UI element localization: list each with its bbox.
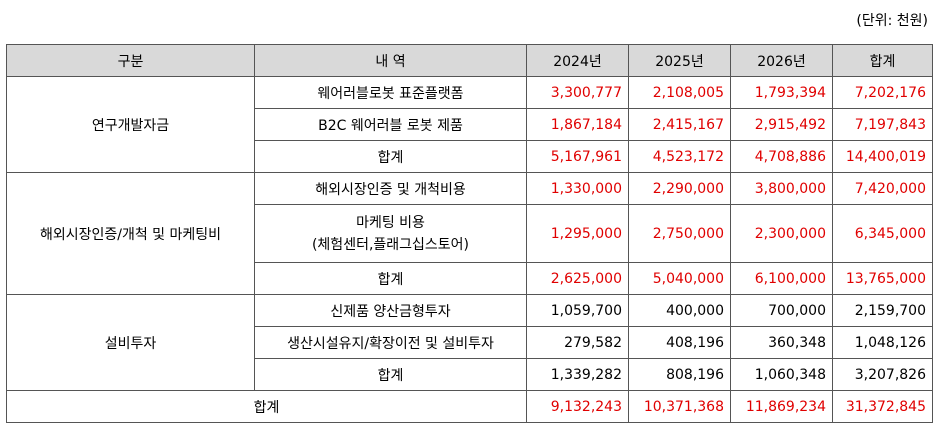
value-2024: 1,867,184 bbox=[526, 108, 629, 141]
value-2024: 1,295,000 bbox=[526, 204, 629, 263]
item-cell: 합계 bbox=[254, 262, 527, 295]
value-total: 1,048,126 bbox=[832, 326, 933, 359]
value-2026: 4,708,886 bbox=[730, 140, 833, 173]
grand-total-2024: 9,132,243 bbox=[526, 390, 629, 423]
header-item: 내 역 bbox=[254, 44, 527, 77]
item-cell: 마케팅 비용 (체험센터,플래그십스토어) bbox=[254, 204, 527, 263]
value-2026: 2,915,492 bbox=[730, 108, 833, 141]
value-2025: 408,196 bbox=[628, 326, 731, 359]
category-cell: 연구개발자금 bbox=[6, 76, 255, 173]
category-cell: 해외시장인증/개척 및 마케팅비 bbox=[6, 172, 255, 295]
value-2025: 2,750,000 bbox=[628, 204, 731, 263]
item-line: (체험센터,플래그십스토어) bbox=[311, 236, 470, 253]
value-2026: 360,348 bbox=[730, 326, 833, 359]
item-line: 마케팅 비용 bbox=[356, 214, 425, 231]
value-2025: 4,523,172 bbox=[628, 140, 731, 173]
category-cell: 설비투자 bbox=[6, 294, 255, 391]
value-2024: 3,300,777 bbox=[526, 76, 629, 109]
value-total: 7,202,176 bbox=[832, 76, 933, 109]
value-2024: 2,625,000 bbox=[526, 262, 629, 295]
grand-total-2026: 11,869,234 bbox=[730, 390, 833, 423]
item-cell: 합계 bbox=[254, 358, 527, 391]
item-cell: 생산시설유지/확장이전 및 설비투자 bbox=[254, 326, 527, 359]
unit-note: (단위: 천원) bbox=[856, 13, 928, 29]
grand-total-2025: 10,371,368 bbox=[628, 390, 731, 423]
value-total: 7,197,843 bbox=[832, 108, 933, 141]
value-2026: 700,000 bbox=[730, 294, 833, 327]
value-2026: 3,800,000 bbox=[730, 172, 833, 205]
item-cell: 해외시장인증 및 개척비용 bbox=[254, 172, 527, 205]
item-cell: B2C 웨어러블 로봇 제품 bbox=[254, 108, 527, 141]
subtotal-row: 합계 5,167,961 4,523,172 4,708,886 14,400,… bbox=[7, 140, 933, 173]
value-2025: 2,108,005 bbox=[628, 76, 731, 109]
value-2026: 1,060,348 bbox=[730, 358, 833, 391]
grand-total-row: 합계 9,132,243 10,371,368 11,869,234 31,37… bbox=[6, 390, 933, 423]
value-2025: 400,000 bbox=[628, 294, 731, 327]
value-2024: 5,167,961 bbox=[526, 140, 629, 173]
value-2026: 6,100,000 bbox=[730, 262, 833, 295]
value-2024: 1,330,000 bbox=[526, 172, 629, 205]
value-total: 2,159,700 bbox=[832, 294, 933, 327]
budget-table: 구분 내 역 2024년 2025년 2026년 합계 연구개발자금 웨어러블로… bbox=[6, 44, 933, 423]
value-total: 7,420,000 bbox=[832, 172, 933, 205]
value-total: 6,345,000 bbox=[832, 204, 933, 263]
value-2026: 2,300,000 bbox=[730, 204, 833, 263]
item-cell: 신제품 양산금형투자 bbox=[254, 294, 527, 327]
table-row: 생산시설유지/확장이전 및 설비투자 279,582 408,196 360,3… bbox=[7, 326, 933, 359]
table-row: 해외시장인증/개척 및 마케팅비 해외시장인증 및 개척비용 1,330,000… bbox=[6, 172, 933, 295]
value-total: 3,207,826 bbox=[832, 358, 933, 391]
header-2026: 2026년 bbox=[730, 44, 833, 77]
value-2026: 1,793,394 bbox=[730, 76, 833, 109]
table-row: 설비투자 신제품 양산금형투자 1,059,700 400,000 700,00… bbox=[6, 294, 933, 391]
value-2025: 2,415,167 bbox=[628, 108, 731, 141]
value-total: 13,765,000 bbox=[832, 262, 933, 295]
table-row: 연구개발자금 웨어러블로봇 표준플랫폼 3,300,777 2,108,005 … bbox=[6, 76, 933, 173]
header-total: 합계 bbox=[832, 44, 933, 77]
header-row: 구분 내 역 2024년 2025년 2026년 합계 bbox=[6, 44, 933, 77]
header-2025: 2025년 bbox=[628, 44, 731, 77]
grand-total-label: 합계 bbox=[6, 390, 527, 423]
value-2024: 1,059,700 bbox=[526, 294, 629, 327]
header-category: 구분 bbox=[6, 44, 255, 77]
value-total: 14,400,019 bbox=[832, 140, 933, 173]
value-2024: 279,582 bbox=[526, 326, 629, 359]
value-2025: 2,290,000 bbox=[628, 172, 731, 205]
subtotal-row: 합계 1,339,282 808,196 1,060,348 3,207,826 bbox=[7, 358, 933, 391]
item-cell: 웨어러블로봇 표준플랫폼 bbox=[254, 76, 527, 109]
grand-total-sum: 31,372,845 bbox=[832, 390, 933, 423]
value-2025: 808,196 bbox=[628, 358, 731, 391]
value-2024: 1,339,282 bbox=[526, 358, 629, 391]
value-2025: 5,040,000 bbox=[628, 262, 731, 295]
header-2024: 2024년 bbox=[526, 44, 629, 77]
table-row: B2C 웨어러블 로봇 제품 1,867,184 2,415,167 2,915… bbox=[7, 108, 933, 141]
item-cell: 합계 bbox=[254, 140, 527, 173]
subtotal-row: 합계 2,625,000 5,040,000 6,100,000 13,765,… bbox=[7, 262, 933, 295]
